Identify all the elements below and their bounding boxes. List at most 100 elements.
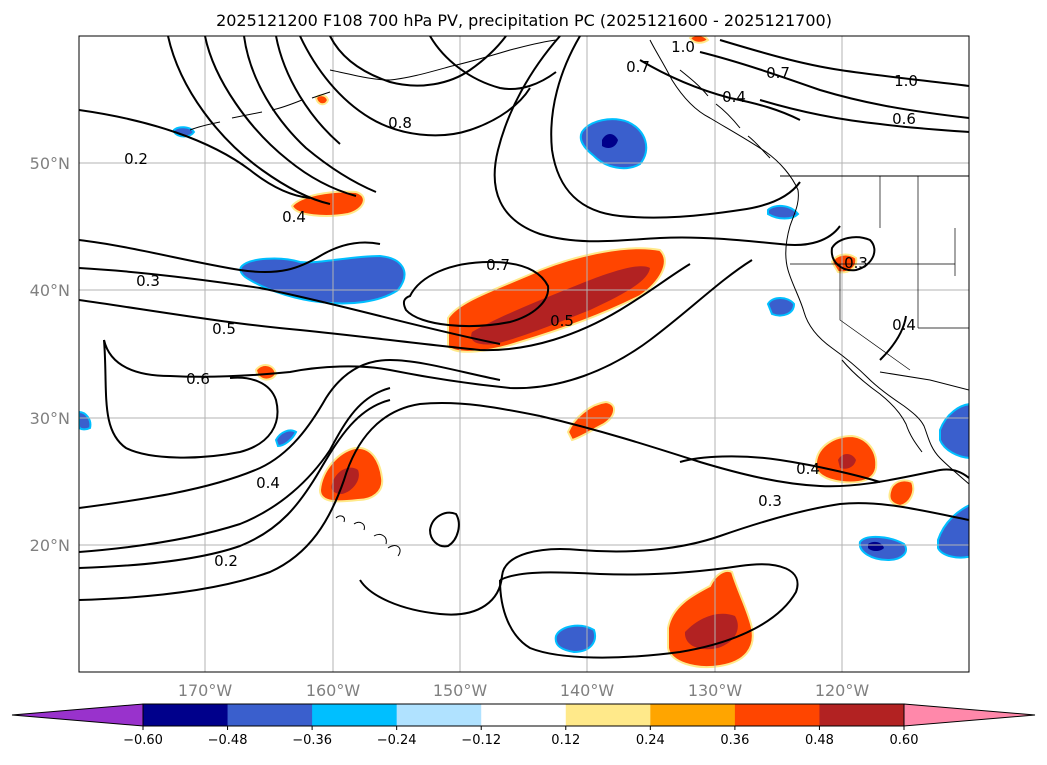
pv-contour-0.5	[79, 263, 691, 352]
precip-negative-small-1	[767, 204, 800, 220]
lon-label-160w: 160°W	[306, 681, 361, 700]
colorbar-tick-label: 0.36	[720, 733, 749, 748]
pv-contour-0.2-north	[79, 109, 311, 199]
pv-contour-0.2-ring-1	[167, 36, 331, 205]
contour-label: 0.5	[212, 320, 236, 338]
pv-contour-0.4-coast	[879, 315, 907, 361]
precip-negative-small-3	[274, 429, 298, 448]
lat-label-50n: 50°N	[30, 154, 70, 173]
pv-contour-0.6-low	[103, 339, 279, 459]
colorbar-tick-label: −0.36	[292, 733, 332, 748]
pv-contour-0.4-mid	[79, 358, 501, 509]
hawaii-islands	[335, 515, 401, 557]
colorbar-swatch	[143, 704, 229, 726]
precip-negative-coast	[766, 297, 796, 317]
precip-positive-small-4	[688, 36, 710, 44]
precip-positive-small-2	[830, 253, 858, 274]
precip-positive-small-1	[254, 364, 278, 381]
lon-label-130w: 130°W	[688, 681, 743, 700]
precip-strong-negative-east	[868, 541, 884, 551]
plot-background	[79, 36, 969, 672]
contour-label: 0.3	[136, 272, 160, 290]
colorbar-swatch	[734, 704, 820, 726]
lat-label-40n: 40°N	[30, 281, 70, 300]
contour-label: 0.4	[722, 88, 746, 106]
colorbar-tick-label: −0.60	[123, 733, 163, 748]
north-america-coastline	[649, 39, 969, 485]
longitude-labels: 170°W 160°W 150°W 140°W 130°W 120°W	[178, 681, 870, 700]
precip-strong-central	[471, 266, 650, 345]
pv-contour-central-2	[550, 36, 801, 219]
pv-contour-0.6-north-east	[759, 99, 969, 133]
pv-contour-0.3-south	[359, 502, 969, 616]
coastlines	[189, 39, 969, 557]
contour-label: 0.3	[758, 492, 782, 510]
lon-label-150w: 150°W	[433, 681, 488, 700]
contour-labels: 1.0 0.7 1.0 0.8 0.7 0.6 0.4 0.2 0.4 0.3 …	[124, 38, 918, 570]
colorbar: −0.60 −0.48 −0.36 −0.24 −0.12 0.12 0.24 0.36 0.4…	[11, 703, 1036, 748]
precip-strong-negative-north	[602, 134, 618, 148]
pv-contour-0.6-ring	[275, 36, 341, 145]
state-borders	[790, 176, 969, 371]
colorbar-tick-label: 0.12	[551, 733, 580, 748]
aleutian-islands	[189, 91, 331, 131]
contour-label: 0.6	[892, 110, 916, 128]
colorbar-swatches	[12, 704, 1035, 726]
contour-label: 0.5	[550, 312, 574, 330]
pv-contour-0.3	[79, 267, 501, 345]
contour-label: 0.7	[766, 64, 790, 82]
precip-positive-east-2	[888, 479, 915, 508]
lon-label-170w: 170°W	[178, 681, 233, 700]
alaska-coast	[329, 39, 557, 81]
pv-contour-0.4-southwest	[79, 387, 391, 553]
lon-label-120w: 120°W	[815, 681, 870, 700]
map-area: 1.0 0.7 1.0 0.8 0.7 0.6 0.4 0.2 0.4 0.3 …	[78, 35, 970, 673]
contour-label: 0.3	[844, 254, 868, 272]
pv-contours	[79, 36, 969, 659]
colorbar-tick-label: 0.48	[805, 733, 834, 748]
contour-label: 0.4	[256, 474, 280, 492]
pv-contour-0.6	[103, 259, 753, 390]
pv-contour-0.4-ring	[243, 36, 377, 193]
colorbar-ticks: −0.60 −0.48 −0.36 −0.24 −0.12 0.12 0.24 0.36 0.4…	[123, 726, 918, 748]
colorbar-swatch	[650, 704, 736, 726]
precip-negative-south	[554, 624, 596, 654]
colorbar-extension-high	[904, 704, 1035, 726]
pv-contour-small-loop-2	[830, 236, 876, 272]
graticule	[79, 36, 969, 672]
colorbar-tick-label: −0.12	[461, 733, 501, 748]
contour-label: 0.7	[486, 256, 510, 274]
contour-label: 0.4	[282, 208, 306, 226]
contour-label: 0.6	[186, 370, 210, 388]
lat-label-30n: 30°N	[30, 409, 70, 428]
colorbar-swatch	[396, 704, 482, 726]
pv-contour-0.8-north	[299, 36, 531, 137]
colorbar-swatch	[312, 704, 398, 726]
colorbar-swatch	[481, 704, 567, 726]
precip-positive-mid	[566, 400, 615, 442]
pv-contour-1.0-north-west	[329, 36, 507, 87]
colorbar-swatch	[565, 704, 651, 726]
pv-contour-0.2-south	[79, 399, 391, 569]
contour-label: 1.0	[671, 38, 695, 56]
pv-contour-0.4-east-loop	[679, 455, 881, 483]
pv-contour-0.4-south-loop	[499, 563, 799, 659]
colorbar-tick-label: −0.48	[208, 733, 248, 748]
pv-contour-0.7-loop	[402, 260, 550, 327]
precip-negative-small-4	[79, 410, 92, 431]
colorbar-frame-right	[903, 703, 1036, 727]
colorbar-swatch	[227, 704, 313, 726]
contour-label: 0.7	[626, 58, 650, 76]
colorbar-extension-low	[12, 704, 143, 726]
pv-contour-0.7-north	[429, 36, 557, 90]
pv-contour-small-loop-1	[428, 511, 460, 548]
contour-label: 0.4	[892, 316, 916, 334]
pv-contour-0.2-ring-2	[204, 36, 357, 197]
latitude-labels: 50°N 40°N 30°N 20°N	[30, 154, 70, 555]
pv-contour-0.7-north-east	[699, 51, 969, 119]
pv-contour-upper-west	[79, 239, 381, 273]
us-mexico-border	[879, 371, 969, 391]
colorbar-swatch	[819, 704, 905, 726]
contour-label: 0.4	[796, 460, 820, 478]
colorbar-tick-label: −0.24	[377, 733, 417, 748]
